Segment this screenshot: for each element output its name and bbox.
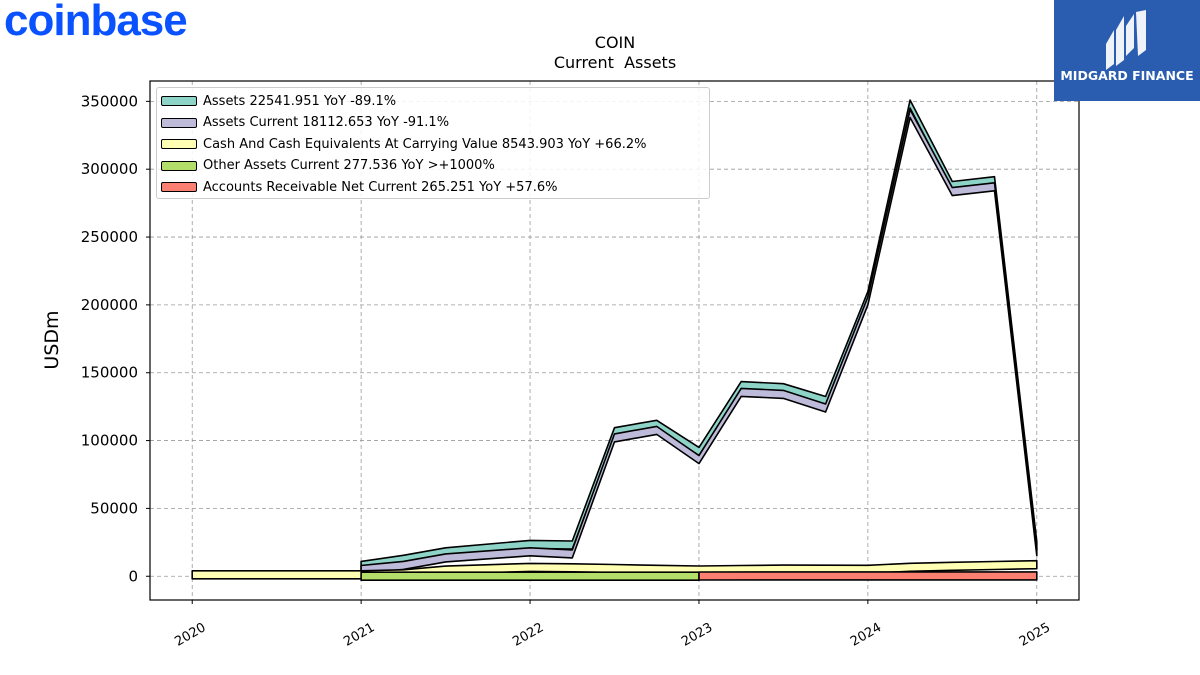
legend-swatch xyxy=(161,139,197,149)
legend-swatch xyxy=(161,182,197,192)
x-tick-label: 2021 xyxy=(341,620,377,650)
series-accounts-receivable-net-current xyxy=(698,571,1038,581)
y-tick-label: 0 xyxy=(128,567,138,585)
chart-title: COIN xyxy=(595,33,635,52)
legend-label: Accounts Receivable Net Current 265.251 … xyxy=(203,179,558,195)
x-tick-label: 2020 xyxy=(172,620,208,650)
badge-label: MIDGARD FINANCE xyxy=(1060,68,1194,83)
y-tick-label: 50000 xyxy=(90,499,138,517)
x-tick-label: 2023 xyxy=(679,620,715,650)
chart-legend: Assets 22541.951 YoY -89.1% Assets Curren… xyxy=(156,87,710,199)
legend-entry: Assets Current 18112.653 YoY -91.1% xyxy=(161,114,449,132)
legend-label: Assets 22541.951 YoY -89.1% xyxy=(203,93,397,109)
legend-swatch xyxy=(161,96,197,106)
legend-swatch xyxy=(161,117,197,128)
y-tick-label: 100000 xyxy=(81,432,138,450)
y-tick-label: 350000 xyxy=(81,92,138,110)
midgard-finance-badge: MIDGARD FINANCE xyxy=(1054,0,1200,101)
x-tick-label: 2022 xyxy=(510,620,546,650)
legend-swatch xyxy=(161,160,197,171)
y-tick-label: 150000 xyxy=(81,364,138,382)
legend-entry: Cash And Cash Equivalents At Carrying Va… xyxy=(161,135,646,153)
y-axis-label: USDm xyxy=(41,310,63,369)
legend-entry: Other Assets Current 277.536 YoY >+1000% xyxy=(161,157,495,175)
legend-label: Assets Current 18112.653 YoY -91.1% xyxy=(203,115,450,130)
plot-frame xyxy=(149,80,1080,601)
series-assets-current xyxy=(360,108,1038,575)
y-tick-label: 300000 xyxy=(81,160,138,178)
series-other-assets-current xyxy=(360,571,700,581)
x-tick-label: 2025 xyxy=(1017,620,1053,650)
midgard-logo-icon xyxy=(1054,0,1200,101)
legend-entry: Assets 22541.951 YoY -89.1% xyxy=(161,92,396,110)
legend-entry: Accounts Receivable Net Current 265.251 … xyxy=(161,178,558,196)
legend-label: Cash And Cash Equivalents At Carrying Va… xyxy=(203,136,647,152)
y-tick-label: 250000 xyxy=(81,228,138,246)
series-layer xyxy=(191,99,1038,581)
chart-subtitle: Current Assets xyxy=(554,53,676,72)
x-tick-label: 2024 xyxy=(848,620,884,650)
coinbase-logo: coinbase xyxy=(4,0,188,45)
y-tick-label: 200000 xyxy=(81,296,138,314)
legend-label: Other Assets Current 277.536 YoY >+1000% xyxy=(203,158,495,173)
